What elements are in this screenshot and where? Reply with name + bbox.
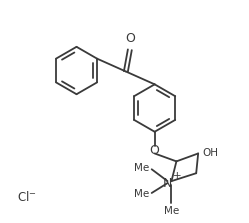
Text: O: O <box>125 32 135 45</box>
Text: Cl$^{-}$: Cl$^{-}$ <box>17 190 37 204</box>
Text: OH: OH <box>202 149 218 159</box>
Text: Me: Me <box>134 163 150 173</box>
Text: Me: Me <box>164 206 179 216</box>
Text: Me: Me <box>134 189 150 199</box>
Text: N: N <box>163 177 172 190</box>
Text: +: + <box>174 171 182 181</box>
Text: O: O <box>150 144 160 157</box>
